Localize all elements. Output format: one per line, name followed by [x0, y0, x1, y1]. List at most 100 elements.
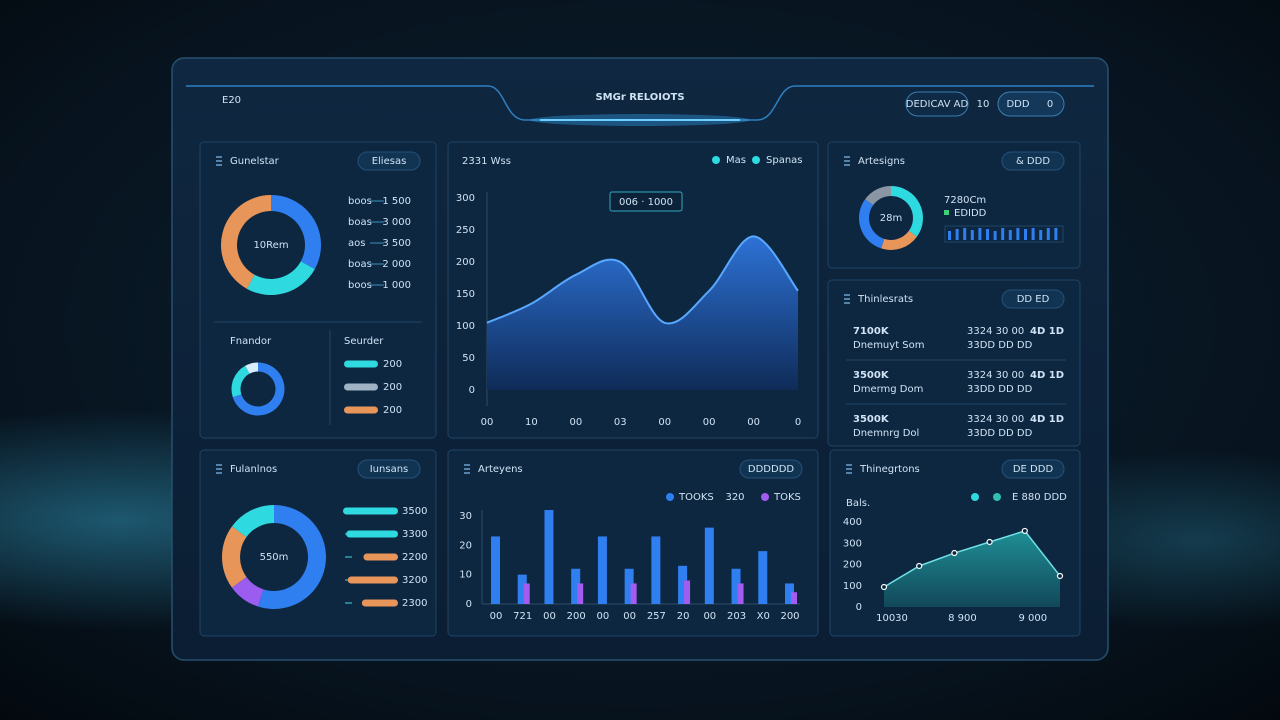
- row-icon: 4D 1D: [1030, 370, 1064, 381]
- strip-bar: [986, 229, 989, 240]
- panel-button[interactable]: [739, 459, 803, 479]
- legend-label: TOKS: [773, 492, 801, 503]
- bar: [491, 536, 500, 604]
- y-tick-label: 0: [469, 385, 475, 396]
- hbar: [343, 507, 398, 515]
- panel-button[interactable]: [1001, 459, 1065, 479]
- donut-segment: [220, 195, 271, 289]
- panel-button-label[interactable]: DE DDD: [1013, 464, 1054, 475]
- x-tick-label: 10030: [876, 613, 908, 624]
- donut-segment: [257, 505, 326, 609]
- panel-button[interactable]: [1001, 151, 1065, 171]
- row-value: 7100K: [853, 326, 890, 337]
- hbar: [347, 576, 398, 584]
- strip-bar: [955, 229, 959, 240]
- strip-bar: [993, 231, 997, 240]
- row-value: 3 000: [382, 217, 411, 228]
- panel-title: Artesigns: [858, 156, 905, 167]
- header-button-label[interactable]: DEDICAV AD: [906, 99, 969, 110]
- panel-icon: [844, 294, 850, 304]
- x-tick-label: 8 900: [948, 613, 977, 624]
- y-tick-label: 200: [456, 257, 475, 268]
- donut-segment: [231, 505, 274, 538]
- point: [1021, 527, 1028, 535]
- strip-bar: [1039, 230, 1043, 240]
- panel-button-label[interactable]: Eliesas: [372, 156, 407, 167]
- point: [986, 538, 993, 546]
- x-tick-label: 03: [614, 417, 627, 428]
- x-tick-label: 00: [490, 611, 503, 622]
- hbar: [344, 360, 378, 368]
- header-button[interactable]: [997, 91, 1065, 117]
- legend-label: E 880 DDD: [1012, 492, 1067, 503]
- bar: [597, 536, 607, 604]
- bar: [630, 583, 637, 604]
- panel-button[interactable]: [1001, 289, 1065, 309]
- donut-segment: [231, 576, 264, 607]
- legend-label: Mas: [726, 155, 746, 166]
- row-mid: 33DD DD DD: [967, 340, 1033, 351]
- point: [951, 549, 958, 557]
- y-tick-label: 0: [466, 599, 472, 610]
- subtitle: Fnandor: [230, 336, 272, 347]
- row-value: 1 000: [382, 280, 411, 291]
- bar: [758, 551, 768, 604]
- x-tick-label: 9 000: [1018, 613, 1047, 624]
- panel-button-label[interactable]: Iunsans: [370, 464, 409, 475]
- legend-dot: [761, 493, 769, 501]
- header-button-label[interactable]: DDD: [1006, 99, 1029, 110]
- x-tick-label: 00: [569, 417, 582, 428]
- hbar: [361, 599, 398, 607]
- bar: [731, 568, 741, 604]
- bar: [684, 580, 691, 604]
- panel-title: Gunelstar: [230, 156, 280, 167]
- panel-title: Fulanlnos: [230, 464, 277, 475]
- legend-dot: [752, 156, 760, 164]
- donut-center: 10Rem: [253, 240, 288, 251]
- y-tick-label: 200: [843, 560, 862, 571]
- header-button-label[interactable]: 10: [977, 99, 990, 110]
- panel-button-label[interactable]: DD ED: [1017, 294, 1050, 305]
- panel-title: Thinlesrats: [857, 294, 913, 305]
- donut-segment: [245, 362, 258, 374]
- header-button-label[interactable]: 0: [1047, 99, 1053, 110]
- panel-button-label[interactable]: & DDD: [1016, 156, 1050, 167]
- row-mid: 33DD DD DD: [967, 428, 1033, 439]
- legend-dot: [993, 493, 1001, 501]
- bar: [704, 527, 714, 604]
- note-icon: [944, 210, 949, 215]
- axis-label: Bals.: [846, 498, 870, 509]
- y-tick-label: 20: [459, 540, 472, 551]
- panel-button[interactable]: [357, 151, 421, 171]
- strip-bar: [1008, 230, 1012, 240]
- header-button[interactable]: [905, 91, 969, 117]
- donut-segment: [881, 230, 917, 250]
- donut-segment: [222, 526, 247, 588]
- row-icon: 4D 1D: [1030, 414, 1064, 425]
- row-label: boas: [348, 259, 372, 270]
- x-tick-label: 00: [703, 611, 716, 622]
- area-fill: [884, 530, 1060, 607]
- x-tick-label: 00: [703, 417, 716, 428]
- panel-icon: [464, 464, 470, 474]
- row-mid: 3324 30 00: [967, 414, 1024, 425]
- row-sub: Dnemnrg Dol: [853, 428, 919, 439]
- panel-icon: [216, 464, 222, 474]
- donut-center: 550m: [260, 552, 289, 563]
- panel-button[interactable]: [357, 459, 421, 479]
- x-tick-label: 0: [795, 417, 801, 428]
- hbar-label: 3200: [402, 575, 427, 586]
- panel-icon: [846, 464, 852, 474]
- hbar: [344, 383, 378, 391]
- bar: [624, 568, 634, 604]
- hbar-label: 2300: [402, 598, 427, 609]
- panel-button-label[interactable]: DDDDDD: [748, 464, 795, 475]
- bar: [544, 510, 554, 604]
- strip-bar: [948, 231, 951, 240]
- x-tick-label: 20: [677, 611, 690, 622]
- y-tick-label: 10: [459, 570, 472, 581]
- point: [916, 562, 923, 570]
- donut-segment: [232, 362, 285, 416]
- donut-segment: [865, 186, 891, 206]
- tooltip: [609, 191, 683, 212]
